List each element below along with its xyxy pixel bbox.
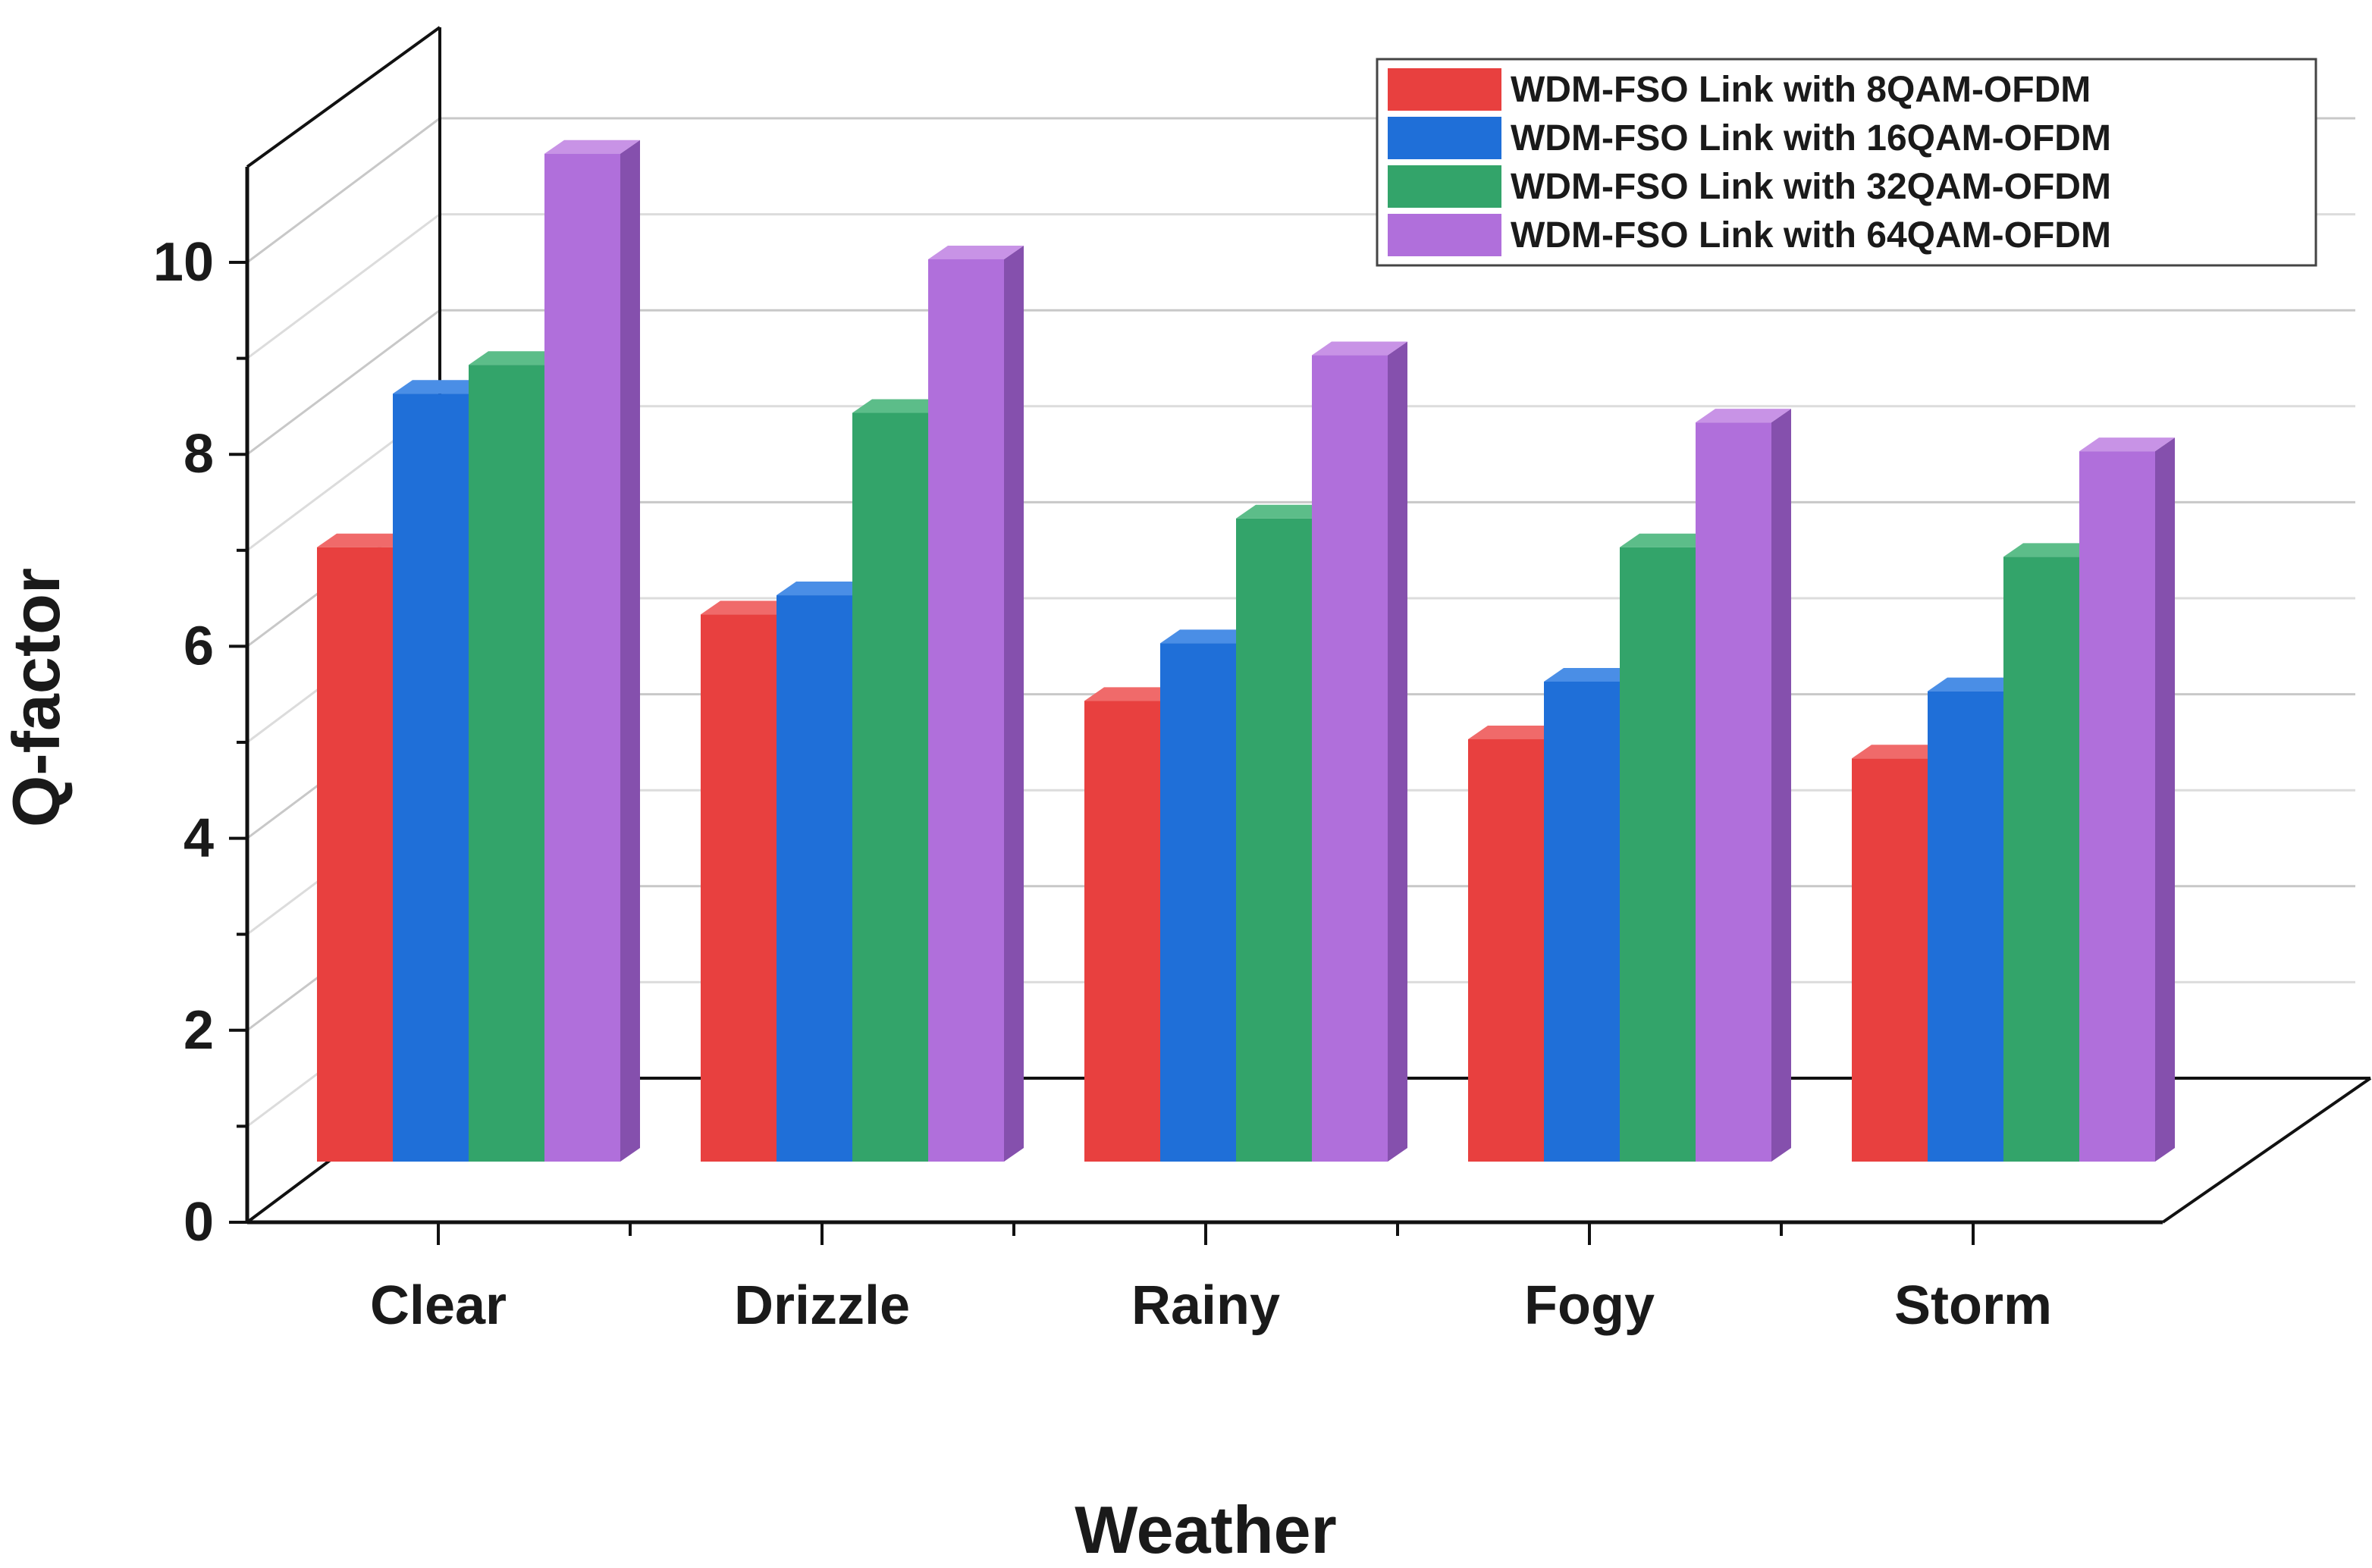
x-tick-label: Fogy: [1524, 1275, 1655, 1336]
bar-top: [317, 533, 413, 547]
bar-top: [1312, 341, 1407, 356]
x-tick-label: Rainy: [1131, 1275, 1280, 1336]
bar-top: [1696, 409, 1791, 423]
bar-front: [317, 547, 393, 1162]
bars-layer: [317, 140, 2175, 1162]
bar-front: [1468, 739, 1544, 1162]
bar-front: [1160, 643, 1236, 1162]
top-depth-edge: [246, 26, 441, 168]
bar-side: [620, 140, 640, 1162]
bar-front: [1544, 682, 1620, 1162]
bar-top: [393, 380, 488, 394]
bar-top: [1620, 533, 1715, 547]
legend-item: WDM-FSO Link with 16QAM-OFDM: [1388, 117, 2111, 159]
legend-box: [1376, 58, 2317, 267]
bar-top: [1468, 725, 1564, 739]
bar-front: [1928, 691, 2003, 1162]
bar-top: [928, 245, 1024, 259]
legend-item: WDM-FSO Link with 8QAM-OFDM: [1388, 68, 2091, 111]
legend-label: WDM-FSO Link with 32QAM-OFDM: [1511, 167, 2111, 207]
bar-front: [1084, 701, 1160, 1162]
bar-front: [701, 614, 777, 1162]
bar-front: [544, 153, 620, 1162]
y-tick-label: 6: [184, 616, 214, 676]
y-tick-label: 8: [184, 424, 214, 485]
bar-front: [1620, 547, 1696, 1162]
y-tick-label: 0: [184, 1192, 214, 1253]
legend-swatch: [1388, 214, 1501, 256]
bar-top: [1928, 677, 2023, 691]
y-tick-label: 4: [184, 808, 214, 869]
bar: [2079, 437, 2175, 1162]
bar-front: [1236, 518, 1312, 1162]
bar-front: [2003, 557, 2079, 1162]
legend-item: WDM-FSO Link with 32QAM-OFDM: [1388, 165, 2111, 208]
bar-top: [544, 140, 640, 154]
bar: [1312, 341, 1407, 1162]
legend-item: WDM-FSO Link with 64QAM-OFDM: [1388, 214, 2111, 256]
bar-top: [469, 351, 564, 365]
bar-top: [1084, 687, 1180, 701]
bar-side: [1388, 341, 1407, 1162]
bar-top: [1236, 504, 1332, 519]
bar: [544, 140, 640, 1162]
bar-front: [1852, 758, 1928, 1162]
bar-front: [852, 412, 928, 1162]
bar-top: [1852, 745, 1947, 759]
bar-side: [1004, 245, 1024, 1162]
bar-side: [1771, 409, 1791, 1162]
bar-front: [1312, 355, 1388, 1162]
side-gridline: [246, 117, 441, 264]
x-tick-label: Clear: [370, 1275, 507, 1336]
y-tick-label: 10: [153, 232, 214, 293]
bar-top: [2079, 437, 2175, 452]
x-tick-label: Drizzle: [734, 1275, 910, 1336]
legend-label: WDM-FSO Link with 64QAM-OFDM: [1511, 215, 2111, 256]
bar-top: [1544, 668, 1639, 682]
bar-front: [777, 595, 852, 1162]
bar-side: [2155, 437, 2175, 1162]
side-gridline: [246, 213, 441, 359]
bar-front: [2079, 451, 2155, 1162]
bar: [317, 533, 413, 1162]
bar: [1160, 629, 1256, 1162]
bar-front: [1696, 422, 1771, 1162]
bar: [928, 245, 1024, 1162]
floor-right-depth-edge: [2161, 1077, 2372, 1224]
bar-top: [2003, 543, 2099, 557]
bar-front: [928, 259, 1004, 1162]
x-axis-title: Weather: [1075, 1492, 1337, 1567]
legend-swatch: [1388, 165, 1501, 208]
x-tick-label: Storm: [1894, 1275, 2052, 1336]
bar-front: [469, 365, 544, 1162]
bar-top: [1160, 629, 1256, 644]
y-axis-title: Q-factor: [0, 568, 74, 827]
bar-top: [852, 399, 948, 413]
bar-top: [701, 601, 796, 615]
legend-swatch: [1388, 68, 1501, 111]
bar: [1696, 409, 1791, 1162]
legend-label: WDM-FSO Link with 16QAM-OFDM: [1511, 118, 2111, 158]
bar-front: [393, 394, 469, 1162]
side-gridline: [246, 309, 441, 456]
legend: WDM-FSO Link with 8QAM-OFDM WDM-FSO Link …: [1376, 58, 2317, 267]
legend-label: WDM-FSO Link with 8QAM-OFDM: [1511, 70, 2091, 110]
axes: 0 2 4 6 8 10 Clear Drizzle Rainy Fogy Storm: [153, 167, 2163, 1336]
legend-swatch: [1388, 117, 1501, 159]
bar-top: [777, 582, 872, 596]
y-tick-label: 2: [184, 1000, 214, 1061]
